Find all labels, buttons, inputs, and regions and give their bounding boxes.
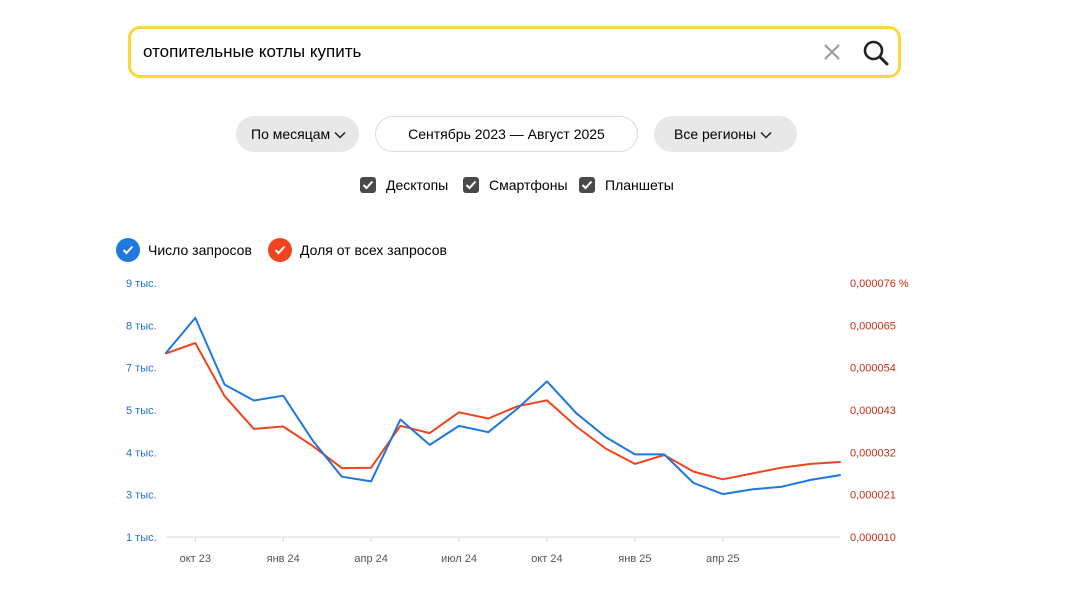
chevron-down-icon [760,116,772,152]
region-select[interactable]: Все регионы [654,116,797,152]
checkbox-tablets[interactable]: Планшеты [579,176,674,194]
period-select[interactable]: По месяцам [236,116,359,152]
y-right-tick-label: 0,000021 [850,490,896,502]
legend-label: Доля от всех запросов [300,242,447,258]
legend-label: Число запросов [148,242,252,258]
check-icon [268,238,292,262]
region-label: Все регионы [674,126,757,142]
checkbox-label: Планшеты [605,177,674,193]
search-box [128,26,901,78]
check-icon [463,177,479,193]
x-tick-label: окт 24 [531,553,562,565]
check-icon [116,238,140,262]
legend-item-count[interactable]: Число запросов [116,237,252,263]
x-tick-label: апр 24 [354,553,387,565]
y-right-tick-label: 0,000032 [850,447,896,459]
y-right-tick-label: 0,000065 [850,320,896,332]
checkbox-desktops[interactable]: Десктопы [360,176,448,194]
period-label: По месяцам [251,126,331,142]
checkbox-label: Десктопы [386,177,449,193]
y-left-tick-label: 9 тыс. [126,278,157,290]
date-range-label: Сентябрь 2023 — Август 2025 [408,126,605,142]
check-icon [360,177,376,193]
x-tick-label: июл 24 [441,553,477,565]
y-right-tick-label: 0,000076 % [850,278,909,290]
legend-item-share[interactable]: Доля от всех запросов [268,237,447,263]
y-right-tick-label: 0,000043 [850,405,896,417]
series-line-share [165,342,841,481]
y-left-tick-label: 4 тыс. [126,447,157,459]
y-right-tick-label: 0,000054 [850,363,896,375]
search-input[interactable] [143,29,793,75]
chevron-down-icon [334,116,346,152]
x-tick-label: янв 24 [267,553,300,565]
y-left-tick-label: 1 тыс. [126,532,157,544]
check-icon [579,177,595,193]
y-left-tick-label: 8 тыс. [126,320,157,332]
clear-icon[interactable] [821,41,843,63]
x-tick-label: янв 25 [618,553,651,565]
checkbox-label: Смартфоны [489,177,568,193]
search-icon[interactable] [861,38,891,68]
x-tick-label: апр 25 [706,553,739,565]
date-range-picker[interactable]: Сентябрь 2023 — Август 2025 [375,116,638,152]
y-left-tick-label: 5 тыс. [126,405,157,417]
series-line-count [165,316,841,496]
x-tick-label: окт 23 [180,553,211,565]
y-left-tick-label: 3 тыс. [126,490,157,502]
y-right-tick-label: 0,000010 [850,532,896,544]
checkbox-smartphones[interactable]: Смартфоны [463,176,568,194]
y-left-tick-label: 7 тыс. [126,363,157,375]
